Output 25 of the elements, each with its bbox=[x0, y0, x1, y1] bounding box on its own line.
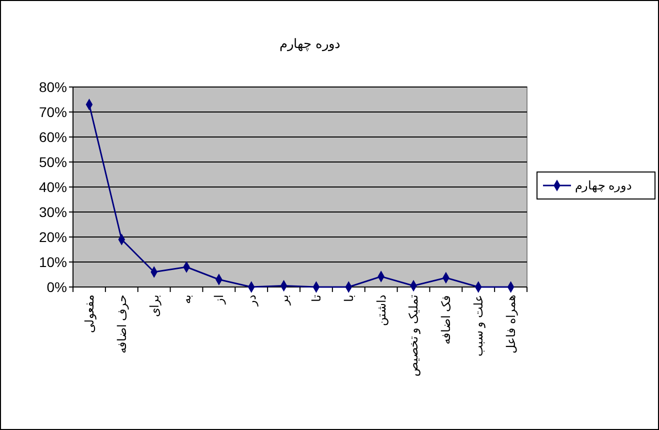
x-tick-label: برای bbox=[147, 295, 162, 317]
x-tick-label: تملیک و تخصیص bbox=[406, 295, 421, 377]
x-tick-label: در bbox=[244, 295, 259, 307]
x-tick-label: حرف اضافه bbox=[114, 295, 129, 354]
x-tick-label: بر bbox=[276, 295, 291, 306]
y-tick-label: 50% bbox=[38, 154, 67, 170]
x-tick-label: همراه فاعل bbox=[504, 295, 518, 354]
y-tick-label: 80% bbox=[38, 78, 67, 95]
x-tick-label: مفعولی bbox=[82, 295, 96, 333]
x-tick-label: علت و سبب bbox=[472, 295, 486, 357]
y-tick-label: 70% bbox=[38, 104, 67, 120]
x-tick-label: از bbox=[212, 295, 226, 305]
x-tick-label: تا bbox=[309, 295, 324, 302]
y-tick-label: 30% bbox=[38, 204, 67, 220]
x-tick-label: با bbox=[342, 295, 356, 302]
x-tick-label: به bbox=[180, 295, 194, 304]
legend-label: دوره چهارم bbox=[575, 178, 632, 193]
chart-title: دوره چهارم bbox=[280, 36, 340, 52]
y-tick-label: 60% bbox=[38, 128, 67, 145]
y-tick-label: 0% bbox=[46, 278, 67, 295]
y-tick-label: 40% bbox=[38, 178, 67, 195]
x-tick-label: داشتن bbox=[374, 295, 388, 326]
y-tick-label: 10% bbox=[38, 254, 67, 270]
x-tick-label: فک اضافه bbox=[439, 295, 454, 344]
y-tick-label: 20% bbox=[38, 228, 67, 245]
